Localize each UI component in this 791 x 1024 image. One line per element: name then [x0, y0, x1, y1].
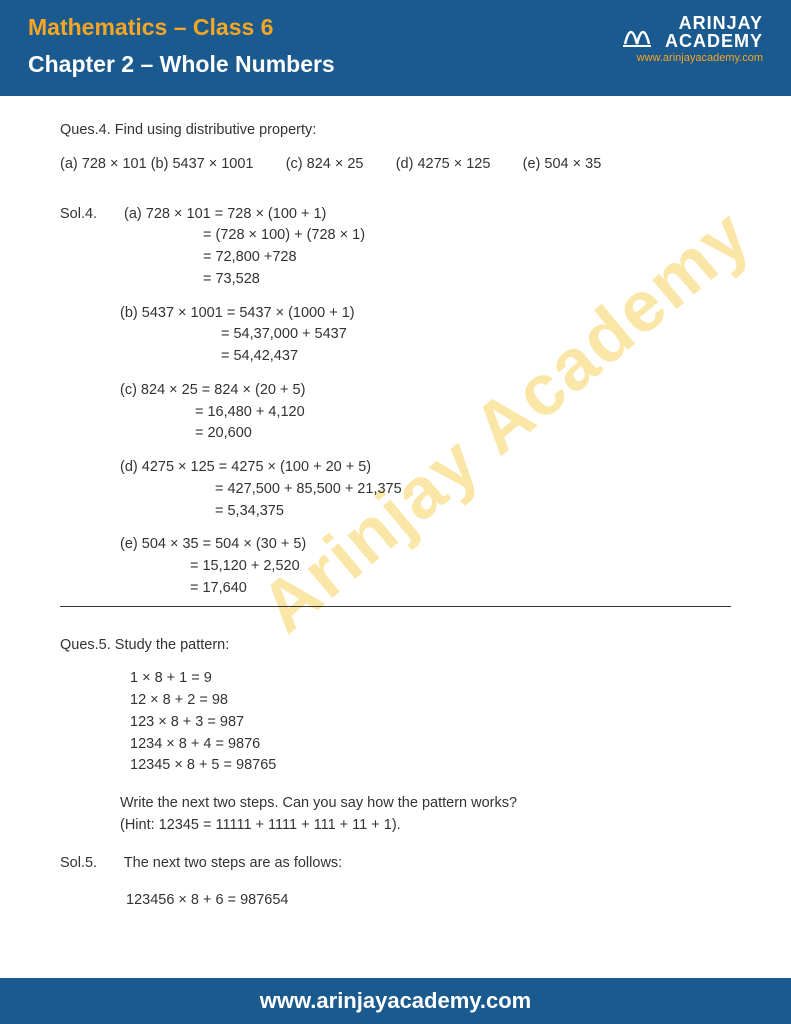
solution-5-answer-1: 123456 × 8 + 6 = 987654: [60, 890, 731, 912]
sol4-b-line2: = 54,37,000 + 5437: [60, 324, 731, 346]
sol4-b-line3: = 54,42,437: [60, 346, 731, 368]
divider-line: [60, 606, 731, 607]
question-4-title: Ques.4. Find using distributive property…: [60, 120, 731, 142]
sol4-d-line2: = 427,500 + 85,500 + 21,375: [60, 479, 731, 501]
footer-url: www.arinjayacademy.com: [0, 988, 791, 1014]
page-header: Mathematics – Class 6 Chapter 2 – Whole …: [0, 0, 791, 96]
pattern-line-5: 12345 × 8 + 5 = 98765: [130, 755, 731, 777]
sol4-d-line3: = 5,34,375: [60, 501, 731, 523]
solution-5-label: Sol.5.: [60, 853, 120, 875]
page-footer: www.arinjayacademy.com: [0, 978, 791, 1024]
sol4-a-line2: = (728 × 100) + (728 × 1): [60, 225, 731, 247]
sol4-b-line1: (b) 5437 × 1001 = 5437 × (1000 + 1): [60, 303, 731, 325]
sol4-a-line3: = 72,800 +728: [60, 247, 731, 269]
sol4-e-line2: = 15,120 + 2,520: [60, 556, 731, 578]
logo-row: ARINJAY ACADEMY: [617, 14, 763, 50]
question-5-instruction-1: Write the next two steps. Can you say ho…: [60, 793, 731, 815]
logo-area: ARINJAY ACADEMY www.arinjayacademy.com: [617, 14, 763, 64]
sol4-a-line4: = 73,528: [60, 269, 731, 291]
solution-4: Sol.4. (a) 728 × 101 = 728 × (100 + 1) =…: [60, 204, 731, 600]
solution-5: Sol.5. The next two steps are as follows…: [60, 853, 731, 875]
brand-logo-icon: [617, 14, 657, 50]
sol4-a-line1: (a) 728 × 101 = 728 × (100 + 1): [124, 206, 326, 222]
sol4-c-line2: = 16,480 + 4,120: [60, 402, 731, 424]
pattern-line-4: 1234 × 8 + 4 = 9876: [130, 734, 731, 756]
page-content: Ques.4. Find using distributive property…: [0, 96, 791, 932]
sol4-e-line1: (e) 504 × 35 = 504 × (30 + 5): [60, 534, 731, 556]
question-4-options: (a) 728 × 101 (b) 5437 × 1001 (c) 824 × …: [60, 154, 731, 176]
question-5-instruction-2: (Hint: 12345 = 11111 + 1111 + 111 + 11 +…: [60, 815, 731, 837]
brand-name-top: ARINJAY: [665, 14, 763, 32]
brand-name-bottom: ACADEMY: [665, 32, 763, 50]
sol4-d-line1: (d) 4275 × 125 = 4275 × (100 + 20 + 5): [60, 457, 731, 479]
brand-text: ARINJAY ACADEMY: [665, 14, 763, 50]
sol4-e-line3: = 17,640: [60, 578, 731, 600]
solution-4-label: Sol.4.: [60, 204, 120, 226]
pattern-line-1: 1 × 8 + 1 = 9: [130, 668, 731, 690]
solution-5-text: The next two steps are as follows:: [124, 855, 342, 871]
pattern-line-2: 12 × 8 + 2 = 98: [130, 690, 731, 712]
sol4-c-line1: (c) 824 × 25 = 824 × (20 + 5): [60, 380, 731, 402]
question-5-title: Ques.5. Study the pattern:: [60, 635, 731, 657]
sol4-c-line3: = 20,600: [60, 423, 731, 445]
pattern-block: 1 × 8 + 1 = 9 12 × 8 + 2 = 98 123 × 8 + …: [60, 668, 731, 777]
pattern-line-3: 123 × 8 + 3 = 987: [130, 712, 731, 734]
brand-url: www.arinjayacademy.com: [617, 52, 763, 64]
